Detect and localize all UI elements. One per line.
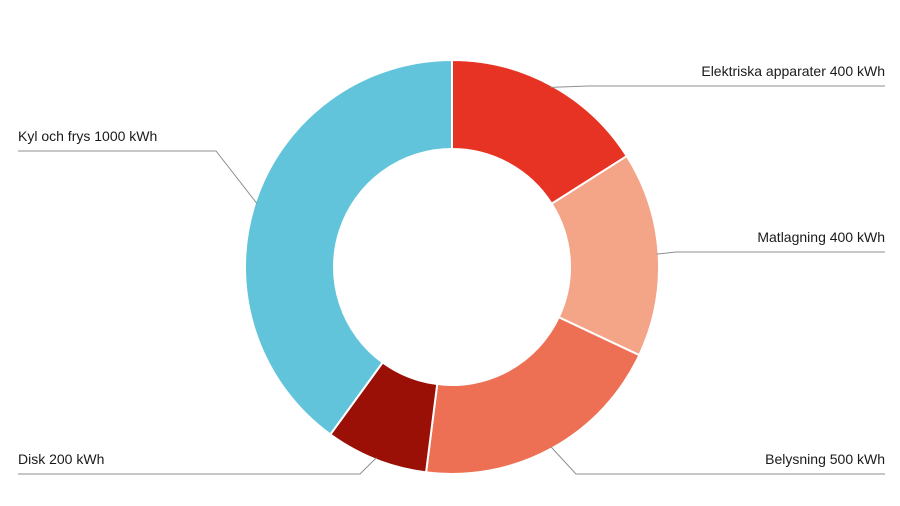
slices-group bbox=[244, 58, 660, 475]
leader-line-kyl-och-frys bbox=[18, 150, 258, 204]
leader-line-matlagning bbox=[656, 251, 885, 255]
leader-lines-group bbox=[18, 85, 885, 475]
slice-belysning bbox=[424, 315, 641, 475]
leader-line-elektriska-apparater bbox=[550, 85, 885, 88]
data-label-elektriska-apparater: Elektriska apparater 400 kWh bbox=[701, 63, 885, 79]
data-label-matlagning: Matlagning 400 kWh bbox=[757, 229, 885, 245]
data-label-disk: Disk 200 kWh bbox=[18, 451, 104, 467]
leader-line-disk bbox=[18, 457, 377, 475]
data-label-belysning: Belysning 500 kWh bbox=[765, 451, 885, 467]
labels-group: Elektriska apparater 400 kWh Matlagning 4… bbox=[18, 63, 885, 467]
leader-line-belysning bbox=[550, 446, 885, 475]
data-label-kyl-och-frys: Kyl och frys 1000 kWh bbox=[18, 128, 157, 144]
slice-kyl-och-frys bbox=[244, 58, 453, 436]
